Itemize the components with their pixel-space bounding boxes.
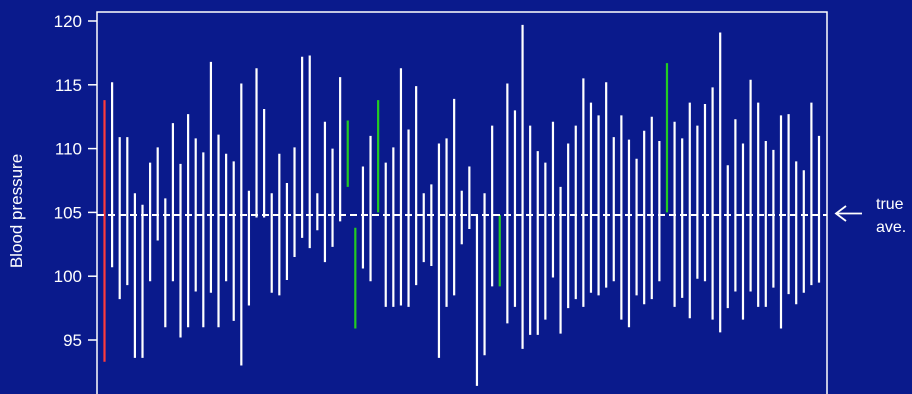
y-tick-label-105: 105 — [54, 203, 82, 222]
y-tick-label-110: 110 — [55, 140, 82, 159]
y-tick-label-95: 95 — [63, 331, 82, 350]
y-tick-label-100: 100 — [54, 267, 82, 286]
arrow-head-icon — [834, 205, 847, 222]
y-tick-label-120: 120 — [54, 12, 82, 31]
true-average-label-line2: ave. — [876, 219, 906, 236]
true-average-annotation: true ave. — [834, 196, 906, 236]
y-axis-title: Blood pressure — [7, 154, 26, 268]
true-average-label-line1: true — [876, 196, 904, 213]
interval-series — [103, 24, 821, 386]
y-tick-label-115: 115 — [55, 76, 82, 95]
y-axis: 95 100 105 110 115 120 — [54, 12, 97, 350]
plot-area-frame — [96, 11, 828, 394]
